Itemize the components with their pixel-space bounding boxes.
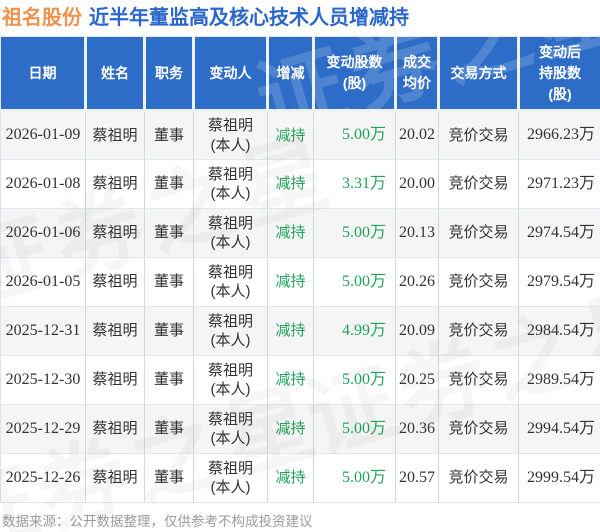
cell-name: 蔡祖明 — [85, 453, 145, 503]
cell-changer: 蔡祖明 (本人) — [193, 208, 268, 258]
cell-method: 竞价交易 — [438, 453, 519, 503]
footer-note: 数据来源：公开数据整理，仅供参考不构成投资建议 — [2, 514, 313, 529]
cell-direction: 减持 — [267, 208, 314, 258]
cell-position: 董事 — [144, 208, 194, 258]
cell-position: 董事 — [144, 110, 194, 160]
cell-direction: 减持 — [267, 257, 314, 307]
cell-date: 2026-01-08 — [0, 159, 86, 209]
cell-changer: 蔡祖明 (本人) — [193, 355, 268, 405]
cell-method: 竞价交易 — [438, 208, 519, 258]
cell-method: 竞价交易 — [438, 257, 519, 307]
cell-avg-price: 20.25 — [395, 355, 439, 405]
cell-name: 蔡祖明 — [85, 306, 145, 356]
cell-shares-after: 2974.54万 — [518, 208, 600, 258]
cell-name: 蔡祖明 — [85, 355, 145, 405]
cell-date: 2025-12-31 — [0, 306, 86, 356]
cell-name: 蔡祖明 — [85, 257, 145, 307]
cell-date: 2025-12-26 — [0, 453, 86, 503]
cell-date: 2025-12-30 — [0, 355, 86, 405]
cell-shares-after: 2989.54万 — [518, 355, 600, 405]
cell-direction: 减持 — [267, 355, 314, 405]
cell-changer: 蔡祖明 (本人) — [193, 453, 268, 503]
header-cell-name: 姓名 — [85, 36, 146, 112]
cell-method: 竞价交易 — [438, 404, 519, 454]
table-row: 2026-01-09 蔡祖明 董事 蔡祖明 (本人) 减持 5.00万 20.0… — [0, 110, 600, 160]
cell-changer: 蔡祖明 (本人) — [193, 159, 268, 209]
cell-avg-price: 20.57 — [395, 453, 439, 503]
cell-position: 董事 — [144, 453, 194, 503]
header-cell-changer: 变动人 — [193, 36, 269, 112]
cell-avg-price: 20.36 — [395, 404, 439, 454]
cell-shares-after: 2999.54万 — [518, 453, 600, 503]
cell-date: 2025-12-29 — [0, 404, 86, 454]
header-cell-shares-after: 变动后 持股数 (股) — [518, 36, 600, 112]
cell-shares: 5.00万 — [313, 110, 396, 160]
cell-shares: 5.00万 — [313, 453, 396, 503]
cell-changer: 蔡祖明 (本人) — [193, 404, 268, 454]
cell-shares: 5.00万 — [313, 355, 396, 405]
ticker-name: 祖名股份 — [2, 7, 82, 29]
cell-shares: 4.99万 — [313, 306, 396, 356]
cell-method: 竞价交易 — [438, 110, 519, 160]
cell-shares-after: 2979.54万 — [518, 257, 600, 307]
cell-position: 董事 — [144, 257, 194, 307]
cell-avg-price: 20.09 — [395, 306, 439, 356]
page-title: 祖名股份 近半年董监高及核心技术人员增减持 — [2, 6, 409, 30]
holdings-change-table: 日期 姓名 职务 变动人 增减 变动股数 (股) 成交 均价 交易方式 变动后 … — [0, 36, 600, 503]
cell-avg-price: 20.02 — [395, 110, 439, 160]
table-row: 2025-12-29 蔡祖明 董事 蔡祖明 (本人) 减持 5.00万 20.3… — [0, 404, 600, 454]
header-cell-shares: 变动股数 (股) — [313, 36, 397, 112]
cell-date: 2026-01-05 — [0, 257, 86, 307]
cell-direction: 减持 — [267, 306, 314, 356]
cell-direction: 减持 — [267, 159, 314, 209]
cell-position: 董事 — [144, 306, 194, 356]
table-row: 2025-12-26 蔡祖明 董事 蔡祖明 (本人) 减持 5.00万 20.5… — [0, 453, 600, 503]
cell-shares-after: 2971.23万 — [518, 159, 600, 209]
cell-name: 蔡祖明 — [85, 110, 145, 160]
cell-position: 董事 — [144, 404, 194, 454]
cell-shares-after: 2984.54万 — [518, 306, 600, 356]
cell-shares: 5.00万 — [313, 257, 396, 307]
cell-shares-after: 2994.54万 — [518, 404, 600, 454]
cell-shares-after: 2966.23万 — [518, 110, 600, 160]
cell-date: 2026-01-09 — [0, 110, 86, 160]
cell-shares: 5.00万 — [313, 208, 396, 258]
table-row: 2026-01-08 蔡祖明 董事 蔡祖明 (本人) 减持 3.31万 20.0… — [0, 159, 600, 209]
cell-shares: 5.00万 — [313, 404, 396, 454]
header-cell-direction: 增减 — [267, 36, 315, 112]
cell-direction: 减持 — [267, 453, 314, 503]
cell-method: 竞价交易 — [438, 355, 519, 405]
table-row: 2025-12-30 蔡祖明 董事 蔡祖明 (本人) 减持 5.00万 20.2… — [0, 355, 600, 405]
header-cell-method: 交易方式 — [438, 36, 520, 112]
cell-name: 蔡祖明 — [85, 404, 145, 454]
cell-avg-price: 20.13 — [395, 208, 439, 258]
cell-direction: 减持 — [267, 110, 314, 160]
cell-position: 董事 — [144, 159, 194, 209]
cell-date: 2026-01-06 — [0, 208, 86, 258]
cell-direction: 减持 — [267, 404, 314, 454]
table-row: 2025-12-31 蔡祖明 董事 蔡祖明 (本人) 减持 4.99万 20.0… — [0, 306, 600, 356]
cell-name: 蔡祖明 — [85, 208, 145, 258]
header-cell-avg-price: 成交 均价 — [395, 36, 440, 112]
cell-changer: 蔡祖明 (本人) — [193, 110, 268, 160]
table-row: 2026-01-05 蔡祖明 董事 蔡祖明 (本人) 减持 5.00万 20.2… — [0, 257, 600, 307]
cell-name: 蔡祖明 — [85, 159, 145, 209]
header-cell-date: 日期 — [0, 36, 87, 112]
cell-avg-price: 20.00 — [395, 159, 439, 209]
cell-shares: 3.31万 — [313, 159, 396, 209]
cell-changer: 蔡祖明 (本人) — [193, 306, 268, 356]
title-text: 近半年董监高及核心技术人员增减持 — [89, 7, 409, 29]
header-row: 日期 姓名 职务 变动人 增减 变动股数 (股) 成交 均价 交易方式 变动后 … — [0, 36, 600, 112]
cell-method: 竞价交易 — [438, 159, 519, 209]
header-cell-position: 职务 — [144, 36, 195, 112]
cell-avg-price: 20.26 — [395, 257, 439, 307]
cell-changer: 蔡祖明 (本人) — [193, 257, 268, 307]
cell-position: 董事 — [144, 355, 194, 405]
table-row: 2026-01-06 蔡祖明 董事 蔡祖明 (本人) 减持 5.00万 20.1… — [0, 208, 600, 258]
cell-method: 竞价交易 — [438, 306, 519, 356]
